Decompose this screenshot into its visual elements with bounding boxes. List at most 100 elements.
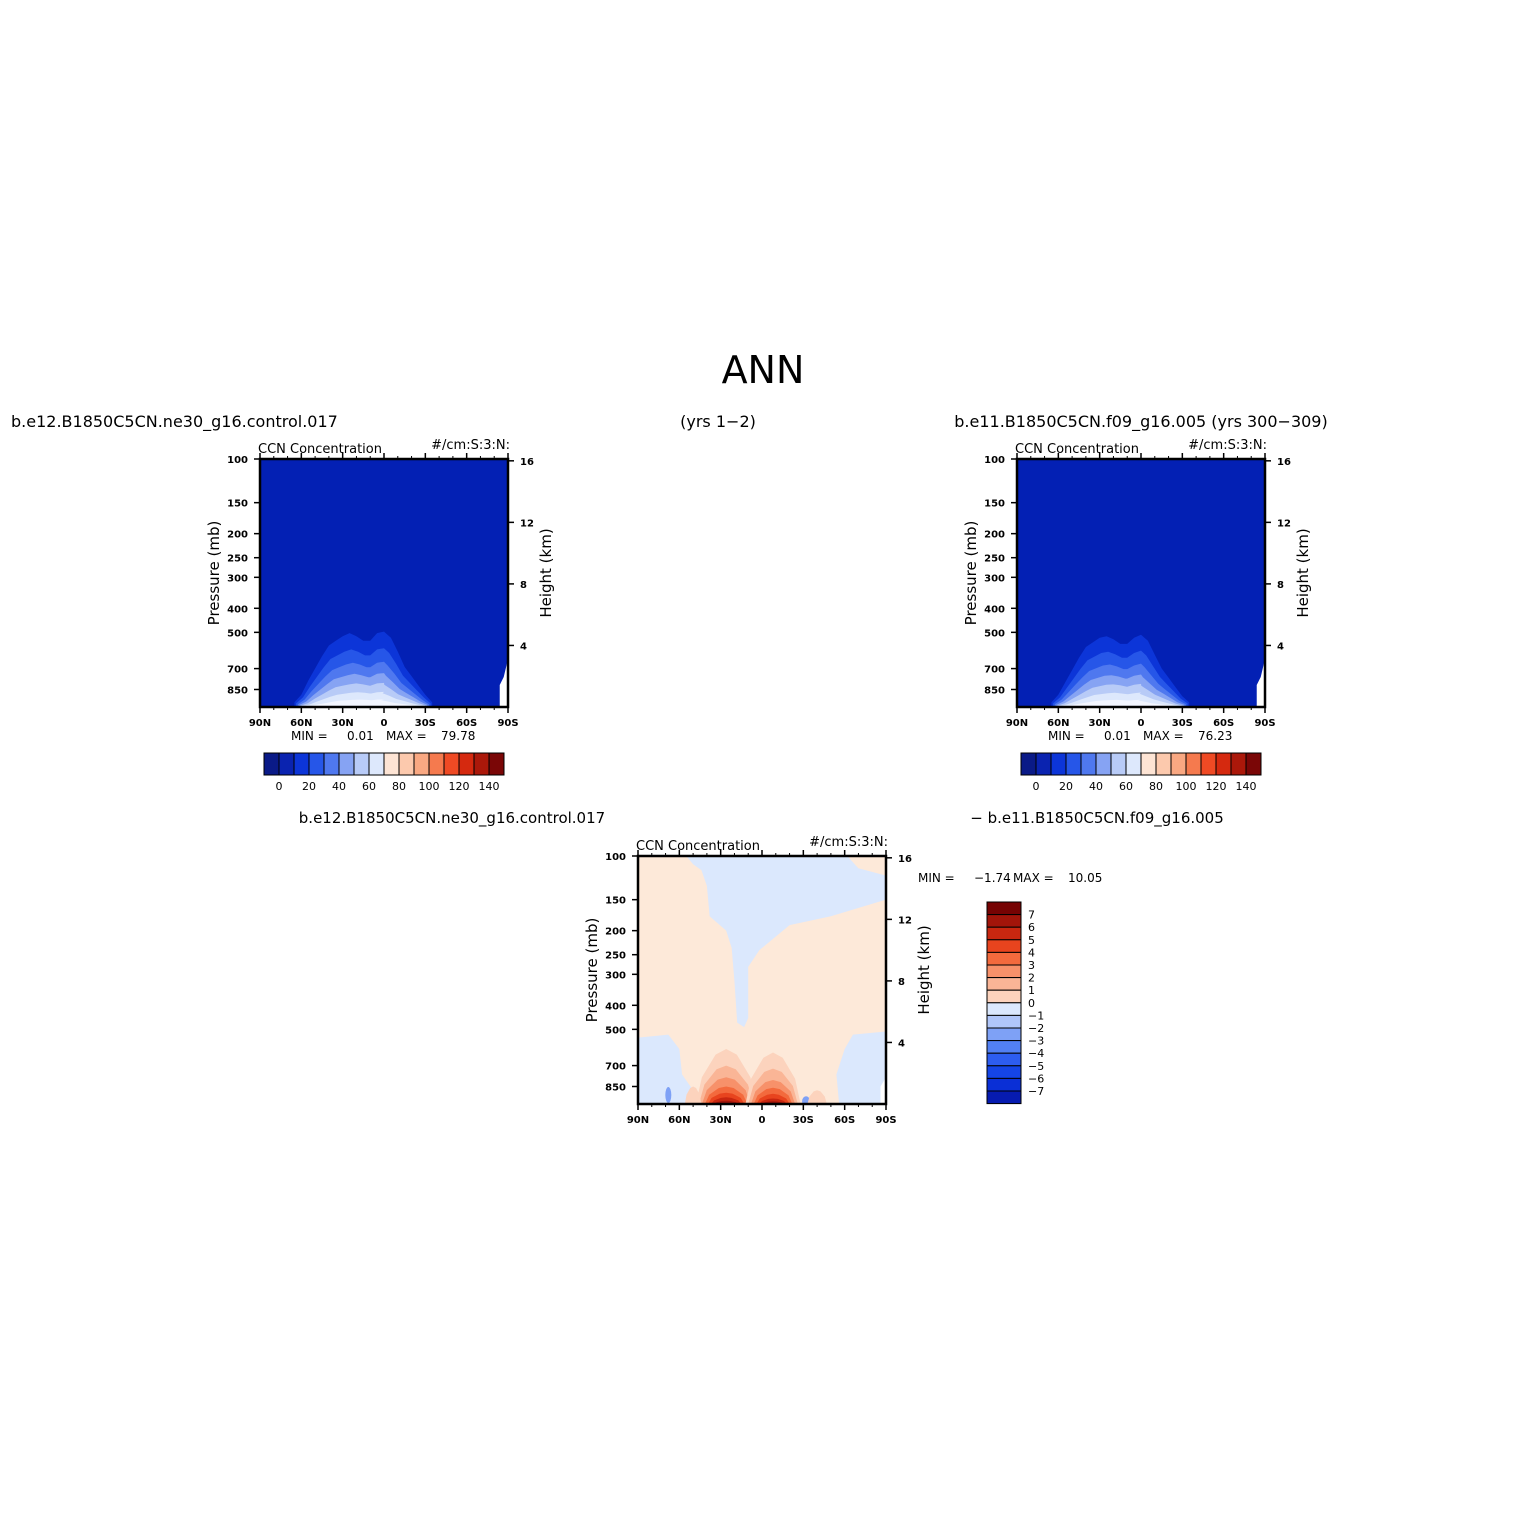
colorbar-label: 0 bbox=[1033, 780, 1040, 793]
colorbar-box bbox=[1155, 752, 1172, 776]
colorbar-box bbox=[473, 752, 490, 776]
height-tick-label: 16 bbox=[898, 854, 912, 865]
field-layer bbox=[1017, 459, 1265, 707]
x-tick-label: 90N bbox=[1006, 718, 1028, 729]
colorbar-label: 120 bbox=[1206, 780, 1227, 793]
colorbar-label: 6 bbox=[1028, 921, 1035, 934]
colorbar-box bbox=[986, 901, 1022, 916]
x-tick-label: 0 bbox=[381, 718, 388, 729]
y-tick-label: 300 bbox=[984, 573, 1005, 584]
y-tick-label: 700 bbox=[984, 665, 1005, 676]
colorbar-box bbox=[398, 752, 415, 776]
x-tick-label: 30S bbox=[793, 1115, 814, 1126]
panel-difference: CCN Concentration #/cm:S:3:N:90N 60N 30N 0 30… bbox=[583, 835, 1102, 1126]
height-tick-label: 8 bbox=[1277, 580, 1284, 591]
colorbar-box bbox=[488, 752, 505, 776]
colorbar-box bbox=[293, 752, 310, 776]
colorbar-label: 60 bbox=[1119, 780, 1133, 793]
colorbar-box bbox=[323, 752, 340, 776]
panel-units: #/cm:S:3:N: bbox=[431, 438, 510, 453]
x-tick-label: 60S bbox=[834, 1115, 855, 1126]
contour-band bbox=[304, 699, 423, 707]
x-tick-label: 90S bbox=[497, 718, 518, 729]
contour-band bbox=[1061, 699, 1180, 707]
y-axis-label: Pressure (mb) bbox=[205, 521, 223, 626]
x-tick-label: 30N bbox=[710, 1115, 732, 1126]
colorbar-label: 0 bbox=[1028, 997, 1035, 1010]
colorbar-box bbox=[1200, 752, 1217, 776]
colorbar-label: 60 bbox=[362, 780, 376, 793]
colorbar-label: 0 bbox=[276, 780, 283, 793]
missing-data-mask bbox=[499, 659, 508, 707]
y-tick-label: 150 bbox=[984, 499, 1005, 510]
colorbar-label: 80 bbox=[1149, 780, 1163, 793]
colorbar-box bbox=[1020, 752, 1037, 776]
y-tick-label: 200 bbox=[984, 530, 1005, 541]
colorbar-box bbox=[986, 977, 1022, 991]
colorbar-box bbox=[428, 752, 445, 776]
colorbar-label: −5 bbox=[1028, 1060, 1044, 1073]
x-tick-label: 30S bbox=[415, 718, 436, 729]
y-tick-label: 250 bbox=[984, 554, 1005, 565]
y-axis-label-right: Height (km) bbox=[1294, 528, 1312, 617]
colorbar-label: −1 bbox=[1028, 1009, 1044, 1022]
x-tick-label: 90S bbox=[1254, 718, 1275, 729]
max-label: MAX = bbox=[1143, 729, 1184, 743]
y-tick-label: 150 bbox=[605, 896, 626, 907]
height-tick-label: 16 bbox=[1277, 457, 1291, 468]
height-tick-label: 8 bbox=[898, 977, 905, 988]
negative-patch bbox=[665, 1087, 672, 1104]
min-value: 0.01 bbox=[347, 729, 374, 743]
y-tick-label: 500 bbox=[984, 628, 1005, 639]
colorbar-box bbox=[986, 1040, 1022, 1054]
colorbar-label: −2 bbox=[1028, 1022, 1044, 1035]
y-axis-label: Pressure (mb) bbox=[583, 918, 601, 1023]
colorbar-box bbox=[308, 752, 325, 776]
panel-title: CCN Concentration bbox=[636, 839, 760, 854]
colorbar-box bbox=[986, 926, 1022, 941]
x-tick-label: 60S bbox=[1213, 718, 1234, 729]
y-tick-label: 300 bbox=[605, 970, 626, 981]
colorbar-box bbox=[986, 1090, 1022, 1105]
colorbar-box bbox=[383, 752, 400, 776]
height-tick-label: 16 bbox=[520, 457, 534, 468]
x-tick-label: 60N bbox=[668, 1115, 690, 1126]
header-middle-years: (yrs 1−2) bbox=[680, 412, 756, 431]
x-tick-label: 60N bbox=[290, 718, 312, 729]
height-tick-label: 12 bbox=[520, 518, 534, 529]
y-tick-label: 500 bbox=[605, 1025, 626, 1036]
x-tick-label: 60N bbox=[1047, 718, 1069, 729]
colorbar-label: −6 bbox=[1028, 1072, 1044, 1085]
height-tick-label: 12 bbox=[1277, 518, 1291, 529]
negative-region-lower-right bbox=[836, 1031, 886, 1104]
colorbar-box bbox=[1050, 752, 1067, 776]
colorbar-label: 140 bbox=[479, 780, 500, 793]
max-label: MAX = bbox=[1013, 871, 1054, 885]
max-value: 10.05 bbox=[1068, 871, 1102, 885]
colorbar-box bbox=[1065, 752, 1082, 776]
y-tick-label: 100 bbox=[984, 455, 1005, 466]
colorbar-label: 20 bbox=[302, 780, 316, 793]
colorbar-box bbox=[1215, 752, 1232, 776]
colorbar-label: 80 bbox=[392, 780, 406, 793]
diff-label-left: b.e12.B1850C5CN.ne30_g16.control.017 bbox=[299, 809, 605, 828]
y-tick-label: 150 bbox=[227, 499, 248, 510]
y-tick-label: 100 bbox=[227, 455, 248, 466]
field-layer bbox=[260, 459, 508, 707]
header-left-case: b.e12.B1850C5CN.ne30_g16.control.017 bbox=[11, 412, 338, 432]
height-tick-label: 4 bbox=[898, 1038, 905, 1049]
colorbar-label: 1 bbox=[1028, 984, 1035, 997]
figure-title: ANN bbox=[722, 348, 805, 392]
colorbar-box bbox=[986, 1065, 1022, 1079]
y-tick-label: 200 bbox=[227, 530, 248, 541]
colorbar-box bbox=[986, 989, 1022, 1004]
y-axis-label: Pressure (mb) bbox=[962, 521, 980, 626]
max-value: 76.23 bbox=[1198, 729, 1232, 743]
missing-data-mask bbox=[1256, 659, 1265, 707]
height-tick-label: 4 bbox=[1277, 641, 1284, 652]
height-tick-label: 12 bbox=[898, 915, 912, 926]
colorbar-label: 20 bbox=[1059, 780, 1073, 793]
panel-units: #/cm:S:3:N: bbox=[1188, 438, 1267, 453]
y-tick-label: 700 bbox=[605, 1062, 626, 1073]
